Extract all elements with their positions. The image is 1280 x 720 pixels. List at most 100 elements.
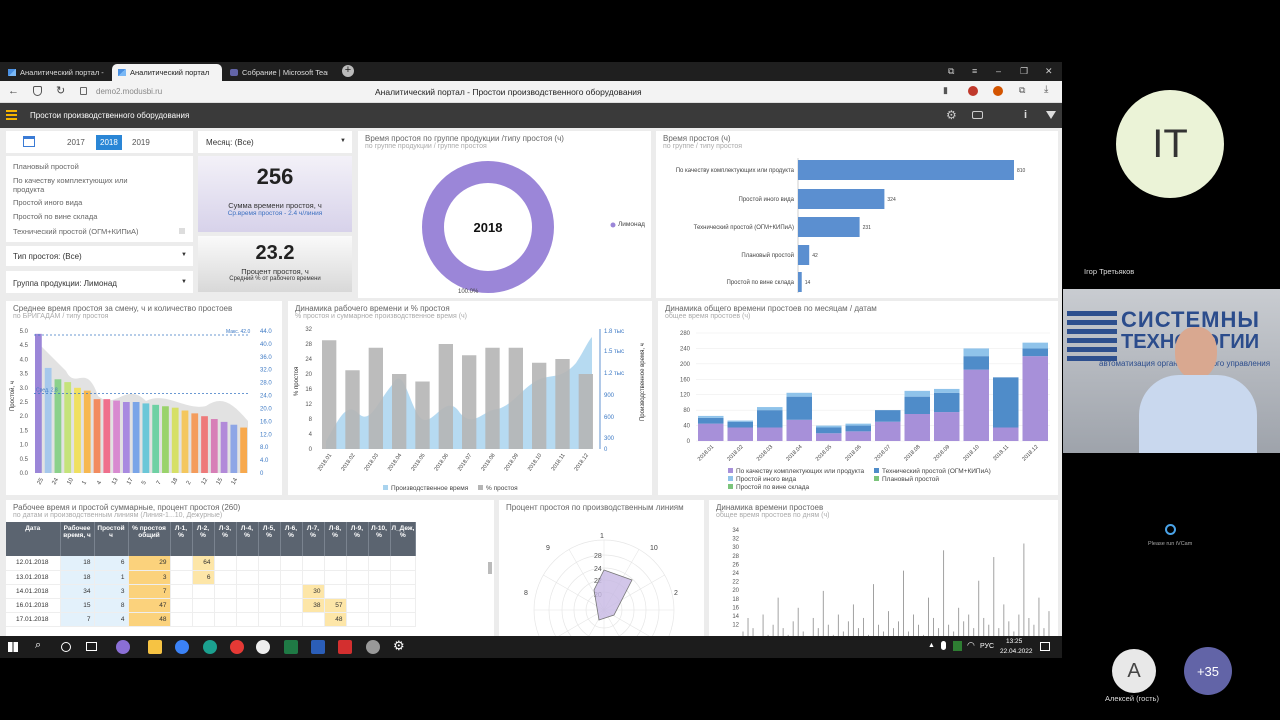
- menu-icon[interactable]: ≡: [972, 66, 978, 76]
- kpi-total-card: 256 Сумма времени простоя, ч Ср.время пр…: [198, 156, 352, 232]
- table-header-cell[interactable]: Л-1, %: [170, 522, 193, 556]
- extension-icon-1[interactable]: [968, 86, 978, 96]
- hamburger-menu-icon[interactable]: [6, 110, 17, 120]
- legend-label: Простой по вине склада: [736, 483, 810, 491]
- collections-icon[interactable]: ⧉: [1019, 85, 1026, 95]
- donut-slice-lemonade[interactable]: [422, 161, 554, 293]
- table-header-cell[interactable]: Л-4, %: [236, 522, 259, 556]
- guest-avatar[interactable]: А: [1112, 649, 1156, 693]
- edge-icon[interactable]: [203, 640, 217, 654]
- y2-tick-label: 36.0: [260, 355, 272, 361]
- word-icon[interactable]: [311, 640, 325, 654]
- table-header-cell[interactable]: Рабочее время, ч: [60, 522, 95, 556]
- list-item-technical[interactable]: Технический простой (ОГМ+КИПиА): [13, 227, 139, 236]
- yandex-browser-icon[interactable]: [256, 640, 270, 654]
- type-select-value: Тип простоя: (Все): [13, 252, 82, 261]
- y-tick-label: 24: [732, 571, 739, 577]
- filter-funnel-icon[interactable]: [1046, 111, 1056, 119]
- table-header-cell[interactable]: Л-3, %: [214, 522, 237, 556]
- wifi-icon[interactable]: ◠: [967, 640, 975, 650]
- year-2017[interactable]: 2017: [67, 138, 85, 147]
- table-header-cell[interactable]: Л-6, %: [280, 522, 303, 556]
- settings-gear-icon[interactable]: ⚙: [393, 638, 405, 653]
- restore-icon[interactable]: ❐: [1020, 66, 1029, 76]
- table-row[interactable]: 14.01.2018 34 3 7 30: [6, 584, 417, 599]
- table-cell: [214, 570, 237, 585]
- hbar-value-label: 324: [887, 197, 896, 203]
- extension-icon-2[interactable]: [993, 86, 1003, 96]
- table-header-cell[interactable]: Л-7, %: [302, 522, 325, 556]
- table-cell: [346, 612, 369, 627]
- url-text[interactable]: demo2.modusbi.ru: [96, 87, 163, 96]
- scroll-checkbox[interactable]: [179, 228, 185, 234]
- list-item-warehouse[interactable]: Простой по вине склада: [13, 212, 98, 221]
- mic-icon[interactable]: [941, 641, 946, 650]
- shield-icon[interactable]: [33, 86, 42, 96]
- browser-icon-blue[interactable]: [175, 640, 189, 654]
- settings-gear-icon[interactable]: ⚙: [946, 108, 957, 122]
- year-2019[interactable]: 2019: [132, 138, 150, 147]
- minimize-icon[interactable]: –: [996, 66, 1002, 76]
- table-header-cell[interactable]: Простой ч: [94, 522, 129, 556]
- list-item-planned[interactable]: Плановый простой: [13, 162, 79, 171]
- new-tab-button[interactable]: +: [342, 65, 354, 77]
- clock-time[interactable]: 13:25: [1006, 638, 1023, 645]
- table-cell: [368, 612, 391, 627]
- browser-tab-1[interactable]: Аналитический портал -: [2, 64, 108, 81]
- table-header-cell[interactable]: Дата: [6, 522, 61, 556]
- table-cell: 64: [192, 556, 215, 571]
- excel-icon[interactable]: [284, 640, 298, 654]
- table-row[interactable]: 12.01.2018 18 6 29 64: [6, 556, 417, 571]
- list-item-quality[interactable]: По качеству комплектующих или продукта: [13, 176, 128, 194]
- tray-up-icon[interactable]: ▲: [928, 642, 935, 649]
- more-participants-button[interactable]: +35: [1184, 647, 1232, 695]
- table-row[interactable]: 16.01.2018 15 8 47 38 57: [6, 598, 417, 613]
- y-tick-label: 4: [309, 432, 313, 438]
- file-explorer-icon[interactable]: [148, 640, 162, 654]
- table-row[interactable]: 13.01.2018 18 1 3 6: [6, 570, 417, 585]
- production-area: [326, 337, 592, 449]
- bookmark-icon[interactable]: ▮: [943, 85, 948, 95]
- year-2018-selected[interactable]: 2018: [96, 135, 122, 150]
- monthly-bar-segment: [757, 427, 783, 441]
- type-select[interactable]: Тип простоя: (Все) ▼: [6, 246, 193, 266]
- table-header-cell[interactable]: Л-8, %: [324, 522, 347, 556]
- task-view-icon[interactable]: [86, 642, 97, 651]
- chevron-down-icon: ▼: [181, 252, 187, 258]
- tab-actions-icon[interactable]: ⧉: [948, 66, 955, 76]
- tray-app-icon[interactable]: [953, 641, 962, 651]
- app-icon-purple[interactable]: [116, 640, 130, 654]
- browser-tab-2[interactable]: Аналитический портал: [112, 64, 222, 81]
- list-item-other[interactable]: Простой иного вида: [13, 198, 83, 207]
- calendar-icon[interactable]: [23, 136, 35, 147]
- table-header-cell[interactable]: Л-5, %: [258, 522, 281, 556]
- table-header-cell[interactable]: % простоя общий: [128, 522, 171, 556]
- clock-date[interactable]: 22.04.2022: [1000, 648, 1033, 655]
- download-icon[interactable]: ⤓: [1044, 84, 1049, 95]
- windows-start-icon[interactable]: [8, 642, 18, 652]
- table-header-cell[interactable]: Л-10, %: [368, 522, 391, 556]
- browser-tab-3[interactable]: Собрание | Microsoft Teams: [224, 64, 328, 81]
- acrobat-icon[interactable]: [338, 640, 352, 654]
- table-row[interactable]: 17.01.2018 7 4 48 48: [6, 612, 417, 627]
- brigade-bar: [74, 387, 81, 473]
- reload-icon[interactable]: ↻: [56, 85, 66, 97]
- table-header-cell[interactable]: Л_Деж, %: [390, 522, 417, 556]
- close-icon[interactable]: ✕: [1045, 66, 1053, 76]
- camera-icon[interactable]: [972, 111, 983, 119]
- app-icon-grey[interactable]: [366, 640, 380, 654]
- keyboard-language[interactable]: РУС: [980, 643, 995, 650]
- search-icon[interactable]: ⌕: [35, 639, 42, 651]
- info-icon[interactable]: i: [1024, 109, 1028, 121]
- table-header-cell[interactable]: Л-2, %: [192, 522, 215, 556]
- cortana-icon[interactable]: [61, 642, 71, 652]
- y-tick-label: 12: [732, 623, 739, 629]
- table-cell: [170, 598, 193, 613]
- table-header-cell[interactable]: Л-9, %: [346, 522, 369, 556]
- notifications-icon[interactable]: [1040, 642, 1050, 651]
- table-scrollbar[interactable]: [488, 562, 492, 574]
- back-icon[interactable]: ←: [8, 85, 19, 97]
- month-select[interactable]: Месяц: (Все) ▼: [198, 131, 352, 153]
- yandex-icon[interactable]: [230, 640, 244, 654]
- group-select[interactable]: Группа продукции: Лимонад ▼: [6, 271, 193, 293]
